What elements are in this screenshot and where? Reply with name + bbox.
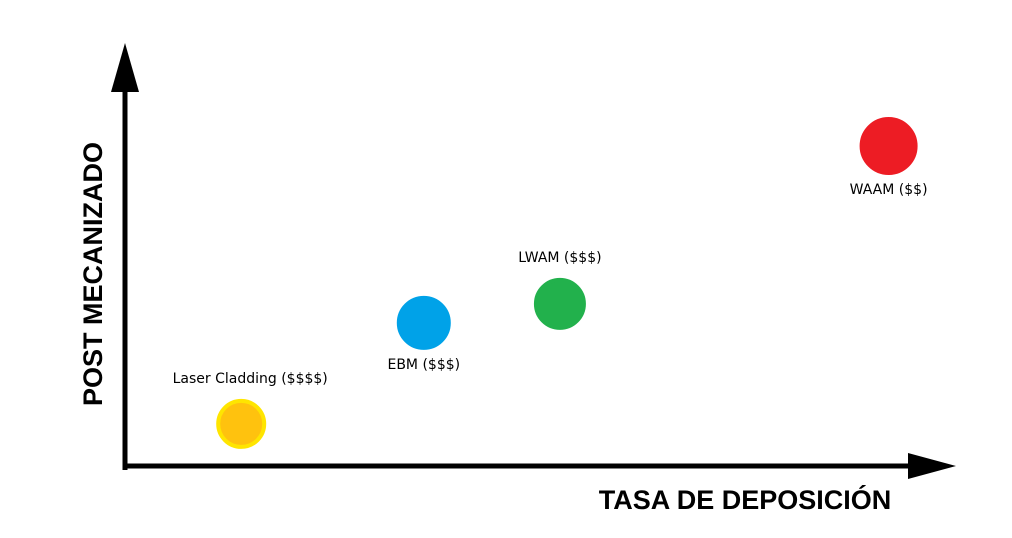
data-point-label: WAAM ($$) xyxy=(850,182,928,198)
data-point xyxy=(216,398,267,449)
data-point-label: Laser Cladding ($$$$) xyxy=(173,371,328,387)
data-point xyxy=(859,117,918,176)
data-point xyxy=(533,277,586,330)
data-point-label: LWAM ($$$) xyxy=(518,250,601,266)
data-point xyxy=(396,295,451,350)
data-point-label: EBM ($$$) xyxy=(387,357,460,373)
y-axis-arrow-icon xyxy=(111,43,139,92)
x-axis-title: TASA DE DEPOSICIÓN xyxy=(599,484,892,515)
y-axis-title: POST MECANIZADO xyxy=(78,142,108,406)
x-axis-arrow-icon xyxy=(908,453,956,479)
